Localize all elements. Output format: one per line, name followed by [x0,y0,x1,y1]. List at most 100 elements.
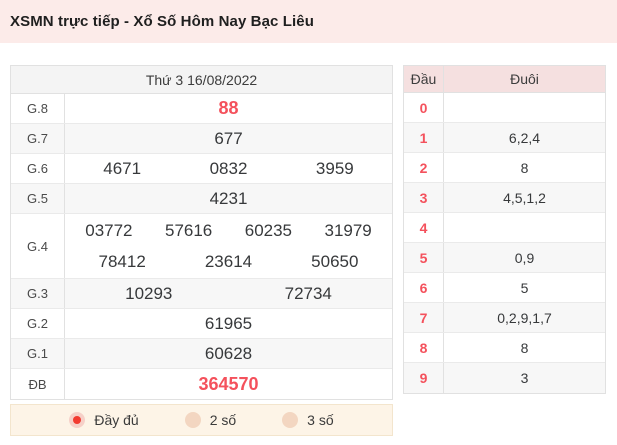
head-cell: 7 [404,303,444,332]
prize-label: G.2 [11,309,65,338]
head-tail-row-4: 4 [404,213,605,243]
prize-values: 4671 0832 3959 [65,154,392,183]
prize-values: 677 [65,124,392,153]
tail-cell: 4,5,1,2 [503,189,546,206]
prize-label: G.1 [11,339,65,368]
prize-number: 0832 [209,158,248,178]
prize-values-line: 677 [69,129,388,149]
prize-number: 3959 [315,158,354,178]
prize-number: 61965 [204,313,253,333]
result-row-g7: G.7 677 [11,124,392,154]
prize-number: 88 [218,98,239,118]
head-cell: 2 [404,153,444,182]
prize-label: G.4 [11,214,65,278]
prize-number: 10293 [125,283,173,303]
prize-values-line: 10293 72734 [69,284,388,304]
prize-number: 60235 [244,220,293,240]
radio-icon[interactable] [69,412,86,428]
head-tail-row-1: 1 6,2,4 [404,123,605,153]
result-row-g5: G.5 4231 [11,184,392,214]
tail-cell: 0,9 [514,249,535,266]
head-tail-row-3: 3 4,5,1,2 [404,183,605,213]
head-cell: 0 [404,93,444,122]
prize-values-line: 88 [69,98,388,119]
prize-number: 23614 [204,251,253,271]
result-row-g6: G.6 4671 0832 3959 [11,154,392,184]
option-label: Đầy đủ [94,412,139,428]
head-tail-row-5: 5 0,9 [404,243,605,273]
draw-date-header: Thứ 3 16/08/2022 [11,66,392,94]
prize-values: 364570 [65,369,392,399]
prize-values: 10293 72734 [65,279,392,308]
prize-number: 677 [214,128,243,148]
duoi-column-header: Đuôi [510,71,539,87]
prize-label: G.5 [11,184,65,213]
main-content: Thứ 3 16/08/2022 G.8 88 G.7 677 G.6 4671 0832 3… [0,65,617,436]
tail-cell: 3 [520,370,529,386]
dau-column-header: Đầu [404,66,444,92]
prize-number: 50650 [311,251,359,271]
result-row-g1: G.1 60628 [11,339,392,369]
option-label: 2 số [209,412,237,428]
prize-values: 60628 [65,339,392,368]
prize-number: 72734 [284,283,332,303]
prize-label: G.6 [11,154,65,183]
prize-values-line: 4231 [69,189,388,209]
page-title: XSMN trực tiếp - Xổ Số Hôm Nay Bạc Liêu [10,13,314,30]
result-row-b: ĐB 364570 [11,369,392,399]
prize-values: 88 [65,94,392,123]
prize-number: 31979 [324,220,372,240]
prize-values-line: 4671 0832 3959 [69,159,388,179]
prize-values-line: 03772 57616 60235 31979 [69,215,388,246]
prize-values-line: 61965 [69,314,388,334]
option-3-digits[interactable]: 3 số [282,412,334,428]
head-cell: 5 [404,243,444,272]
option-2-digits[interactable]: 2 số [184,412,237,428]
prize-label: G.7 [11,124,65,153]
prize-values: 61965 [65,309,392,338]
prize-values: 03772 57616 60235 31979 78412 23614 50650 [65,214,392,278]
result-row-g4: G.4 03772 57616 60235 31979 78412 23614 50650 [11,214,392,279]
tail-cell: 8 [520,159,529,176]
head-tail-table: Đầu Đuôi 0 1 6,2,4 2 8 3 4,5,1,2 4 5 0,9 6 5 7 0,2,9,… [403,65,606,394]
lottery-results-card: Thứ 3 16/08/2022 G.8 88 G.7 677 G.6 4671 0832 3… [10,65,393,436]
prize-values: 4231 [65,184,392,213]
prize-values-line: 364570 [69,374,388,395]
result-row-g2: G.2 61965 [11,309,392,339]
head-cell: 8 [404,333,444,362]
tail-cell: 0,2,9,1,7 [497,309,552,326]
head-cell: 4 [404,213,444,242]
head-tail-header: Đầu Đuôi [404,66,605,93]
option-label: 3 số [307,412,334,428]
prize-number: 60628 [204,343,253,363]
page-header: XSMN trực tiếp - Xổ Số Hôm Nay Bạc Liêu [0,0,617,43]
radio-icon[interactable] [282,412,299,428]
tail-cell [444,93,605,122]
head-tail-row-7: 7 0,2,9,1,7 [404,303,605,333]
prize-number: 4671 [103,158,142,178]
tail-cell [444,213,605,242]
prize-number: 4231 [209,188,248,208]
head-tail-rows: 0 1 6,2,4 2 8 3 4,5,1,2 4 5 0,9 6 5 7 0,2,9,1,7 8 8 9 3 [404,93,605,393]
head-cell: 1 [404,123,444,152]
option-full[interactable]: Đầy đủ [69,412,139,428]
tail-cell: 8 [520,339,529,356]
prize-label: G.8 [11,94,65,123]
prize-values-line: 78412 23614 50650 [69,246,388,277]
head-tail-row-0: 0 [404,93,605,123]
prize-values-line: 60628 [69,344,388,364]
head-cell: 9 [404,363,444,393]
prize-number: 78412 [98,251,146,271]
tail-cell: 6,2,4 [508,129,541,146]
prize-label: G.3 [11,279,65,308]
display-options-bar: Đầy đủ 2 số 3 số [10,404,393,436]
prize-number: 364570 [198,373,259,394]
lottery-results-table: Thứ 3 16/08/2022 G.8 88 G.7 677 G.6 4671 0832 3… [10,65,393,400]
head-cell: 3 [404,183,444,212]
radio-icon[interactable] [184,412,201,428]
result-row-g8: G.8 88 [11,94,392,124]
